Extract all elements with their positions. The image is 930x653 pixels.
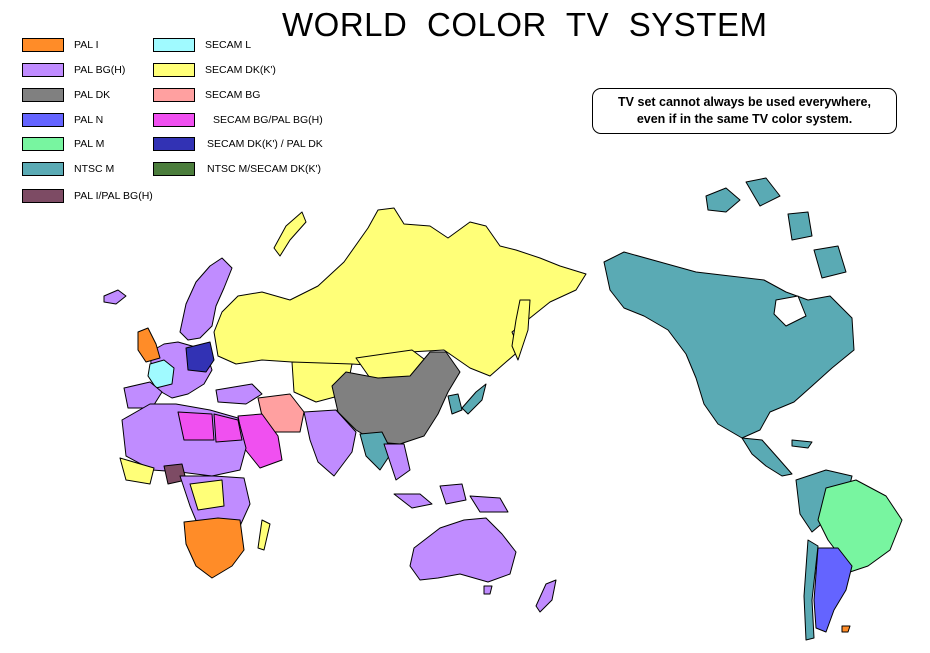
legend-label: PAL I — [74, 39, 99, 51]
region-chile — [803, 539, 819, 641]
legend-item-secam-bg: SECAM BG — [153, 87, 260, 103]
region-arctic-island-4 — [813, 245, 847, 279]
region-arctic-island-2 — [745, 177, 781, 207]
legend-item-secam-bg-pal-bgh: SECAM BG/PAL BG(H) — [153, 112, 323, 128]
legend-label: NTSC M — [74, 163, 115, 175]
region-west-africa — [119, 457, 155, 485]
region-zaire — [189, 479, 225, 511]
legend-label: PAL DK — [74, 89, 111, 101]
legend-swatch — [22, 38, 64, 52]
legend-item-secam-l: SECAM L — [153, 37, 251, 53]
legend-label: SECAM BG/PAL BG(H) — [213, 114, 323, 126]
region-arctic-island-1 — [705, 187, 741, 213]
region-egypt — [213, 413, 243, 443]
legend-label: SECAM DK(K') / PAL DK — [207, 138, 323, 150]
region-caribbean — [791, 439, 813, 449]
legend-item-secam-dk-pal-dk: SECAM DK(K') / PAL DK — [153, 136, 323, 152]
region-iceland — [103, 289, 127, 305]
region-arctic-island-3 — [787, 211, 813, 241]
legend-item-pal-n: PAL N — [22, 112, 103, 128]
legend-label: PAL M — [74, 138, 105, 150]
legend-swatch — [22, 189, 64, 203]
region-north-america — [603, 251, 855, 439]
region-central-america — [741, 437, 793, 477]
legend-item-secam-dk: SECAM DK(K') — [153, 62, 276, 78]
legend-item-pal-i: PAL I — [22, 37, 99, 53]
region-nz — [535, 579, 557, 613]
region-india — [303, 409, 357, 477]
legend-item-pal-m: PAL M — [22, 136, 104, 152]
legend-swatch — [22, 63, 64, 77]
legend-swatch — [22, 137, 64, 151]
legend-label: NTSC M/SECAM DK(K') — [207, 163, 322, 175]
region-japan — [461, 383, 487, 415]
region-kamchatka — [511, 299, 531, 361]
region-madagascar — [257, 519, 271, 551]
region-east-bloc — [185, 341, 215, 373]
legend-label: SECAM DK(K') — [205, 64, 276, 76]
legend-swatch — [153, 113, 195, 127]
legend-item-pal-dk: PAL DK — [22, 87, 110, 103]
legend-swatch — [22, 88, 64, 102]
region-tasmania — [483, 585, 493, 595]
legend-swatch — [153, 63, 195, 77]
legend-item-pal-i-pal-bgh: PAL I/PAL BG(H) — [22, 188, 153, 204]
legend-label: PAL N — [74, 114, 104, 126]
legend-swatch — [153, 38, 195, 52]
region-france — [147, 359, 175, 389]
region-falklands — [841, 625, 851, 633]
region-turkey — [215, 383, 263, 405]
region-indonesia-1 — [393, 493, 433, 509]
region-spain — [123, 381, 163, 409]
region-scandinavia — [179, 257, 233, 341]
legend-swatch — [153, 88, 195, 102]
map-title: WORLD COLOR TV SYSTEM — [282, 6, 768, 43]
region-australia — [409, 517, 517, 583]
region-uk — [137, 327, 161, 363]
legend-label: PAL I/PAL BG(H) — [74, 190, 153, 202]
region-se-asia — [359, 431, 393, 471]
legend-item-pal-bgh: PAL BG(H) — [22, 62, 125, 78]
region-png — [469, 495, 509, 513]
region-indonesia-2 — [439, 483, 467, 505]
legend-label: SECAM L — [205, 39, 252, 51]
region-korea — [447, 393, 463, 415]
legend-item-ntsc-m: NTSC M — [22, 161, 114, 177]
legend-swatch — [153, 162, 195, 176]
legend-item-ntsc-m-secam-dk: NTSC M/SECAM DK(K') — [153, 161, 321, 177]
note-line-2: even if in the same TV color system. — [636, 112, 853, 126]
region-hudson-bay — [773, 295, 807, 327]
legend-swatch — [22, 162, 64, 176]
region-indochina — [383, 443, 411, 481]
legend-swatch — [153, 137, 195, 151]
region-novaya-zemlya — [273, 211, 307, 257]
region-russia — [213, 207, 587, 377]
region-southern-africa — [183, 517, 245, 579]
legend-label: PAL BG(H) — [74, 64, 126, 76]
region-libya — [177, 411, 215, 441]
region-argentina — [813, 547, 853, 633]
note-box: TV set cannot always be used everywhere,… — [592, 88, 897, 134]
note-line-1: TV set cannot always be used everywhere, — [618, 95, 871, 109]
legend-label: SECAM BG — [205, 89, 261, 101]
legend-swatch — [22, 113, 64, 127]
